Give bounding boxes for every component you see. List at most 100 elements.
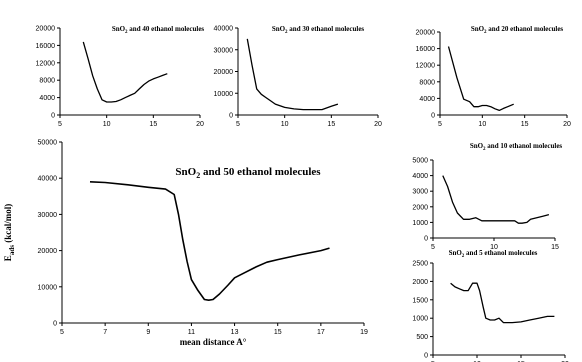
y-tick-label: 0 — [53, 321, 57, 328]
y-tick-label: 20000 — [36, 26, 56, 33]
series-line-0 — [89, 181, 330, 302]
y-tick-label: 16000 — [416, 46, 436, 53]
x-tick-label: 9 — [146, 329, 150, 336]
chart-title-part: and 20 ethanol molecules — [487, 25, 564, 33]
y-tick-label: 12000 — [416, 63, 436, 70]
y-tick-label: 20000 — [214, 69, 234, 76]
x-tick-label: 5 — [438, 121, 442, 128]
x-tick-label: 20 — [563, 121, 571, 128]
y-tick-label: 4000 — [39, 95, 55, 102]
y-axis-label-part: E — [3, 255, 13, 261]
chart-panel-p10: 0 1000 2000 3000 4000 5000 5 10 15 SnO2 and 10 et… — [412, 142, 562, 251]
x-tick-label: 5 — [431, 244, 435, 251]
x-tick-label: 5 — [58, 121, 62, 128]
y-tick-label: 0 — [229, 113, 233, 120]
y-tick-label: 2000 — [412, 279, 428, 286]
chart-panel-p50: 0 10000 20000 30000 40000 50000 5 7 9 11 13 15 17 19 S… — [3, 140, 368, 348]
x-tick-label: 10 — [281, 121, 289, 128]
y-tick-label: 0 — [431, 113, 435, 120]
x-tick-label: 15 — [274, 329, 282, 336]
series-line-0 — [82, 41, 168, 103]
chart-title-part: and 10 ethanol molecules — [486, 142, 563, 150]
y-tick-label: 20000 — [38, 248, 58, 255]
chart-panel-p5: 050010001500200025005101520SnO2 and 5 et… — [412, 249, 569, 362]
y-tick-label: 500 — [416, 334, 428, 341]
x-tick-label: 17 — [317, 329, 325, 336]
chart-title-subscript: 2 — [483, 147, 486, 152]
chart-title: SnO2 and 5 ethanol molecules — [449, 249, 538, 259]
y-tick-label: 3000 — [412, 189, 428, 196]
y-tick-label: 4000 — [412, 173, 428, 180]
y-tick-label: 40000 — [38, 176, 58, 183]
chart-title-subscript: 2 — [196, 171, 200, 180]
chart-panel-p40: 0 4000 8000 12000 16000 20000 5 10 15 20 SnO2 and … — [36, 25, 205, 128]
chart-title-subscript: 2 — [285, 30, 288, 35]
chart-title-part: SnO — [175, 166, 196, 178]
x-tick-label: 10 — [478, 121, 486, 128]
y-tick-label: 40000 — [214, 26, 234, 33]
chart-title-part: SnO — [272, 25, 286, 33]
y-tick-label: 20000 — [416, 30, 436, 37]
x-tick-label: 15 — [551, 244, 559, 251]
chart-title-subscript: 2 — [462, 254, 465, 259]
y-tick-label: 12000 — [36, 60, 56, 67]
y-tick-label: 8000 — [39, 78, 55, 85]
y-tick-label: 1000 — [412, 316, 428, 323]
chart-title-part: SnO — [449, 249, 463, 257]
y-tick-label: 8000 — [419, 79, 435, 86]
chart-title-part: and 40 ethanol molecules — [128, 25, 205, 33]
x-tick-label: 20 — [374, 121, 382, 128]
chart-title-part: SnO — [112, 25, 126, 33]
chart-title-part: SnO — [470, 142, 484, 150]
x-tick-label: 15 — [521, 121, 529, 128]
x-tick-label: 5 — [60, 329, 64, 336]
series-line-0 — [246, 38, 339, 111]
y-tick-label: 2000 — [412, 204, 428, 211]
x-tick-label: 19 — [360, 329, 368, 336]
series-line-0 — [450, 282, 555, 324]
chart-title-part: and 30 ethanol molecules — [288, 25, 365, 33]
x-axis-label: mean distance A° — [180, 337, 247, 347]
y-tick-label: 4000 — [419, 96, 435, 103]
x-tick-label: 7 — [103, 329, 107, 336]
x-tick-label: 10 — [490, 244, 498, 251]
y-axis-label-part: (kcal/mol) — [3, 204, 13, 245]
y-tick-label: 10000 — [38, 284, 58, 291]
x-tick-label: 15 — [149, 121, 157, 128]
y-tick-label: 2500 — [412, 261, 428, 268]
chart-title-part: SnO — [471, 25, 485, 33]
y-tick-label: 30000 — [214, 47, 234, 54]
chart-panel-p30: 0 10000 20000 30000 40000 5 10 15 20 SnO2 and 30 … — [214, 25, 382, 128]
y-tick-label: 0 — [424, 236, 428, 243]
chart-title: SnO2 and 40 ethanol molecules — [112, 25, 205, 35]
y-tick-label: 5000 — [412, 158, 428, 165]
x-tick-label: 15 — [327, 121, 335, 128]
x-tick-label: 10 — [103, 121, 111, 128]
y-axis-label-subscript: ads — [8, 245, 16, 255]
chart-panel-p20: 0 4000 8000 12000 16000 20000 5 10 15 20 SnO2 and … — [416, 25, 571, 128]
y-tick-label: 16000 — [36, 43, 56, 50]
y-tick-label: 50000 — [38, 140, 58, 147]
y-tick-label: 30000 — [38, 212, 58, 219]
chart-title-subscript: 2 — [125, 30, 128, 35]
chart-title-part: and 5 ethanol molecules — [464, 249, 537, 257]
x-tick-label: 20 — [196, 121, 204, 128]
chart-title: SnO2 and 30 ethanol molecules — [272, 25, 365, 35]
series-line-0 — [442, 175, 550, 224]
y-axis-label: Eads (kcal/mol) — [3, 204, 16, 261]
y-tick-label: 1000 — [412, 220, 428, 227]
chart-title: SnO2 and 50 ethanol molecules — [175, 166, 321, 180]
x-tick-label: 5 — [236, 121, 240, 128]
y-tick-label: 0 — [51, 113, 55, 120]
chart-title: SnO2 and 10 ethanol molecules — [470, 142, 563, 152]
series-line-0 — [447, 46, 514, 112]
chart-title: SnO2 and 20 ethanol molecules — [471, 25, 564, 35]
y-tick-label: 10000 — [214, 91, 234, 98]
chart-title-part: and 50 ethanol molecules — [200, 166, 321, 178]
y-tick-label: 1500 — [412, 297, 428, 304]
y-tick-label: 0 — [424, 353, 428, 360]
x-tick-label: 11 — [188, 329, 195, 336]
x-tick-label: 13 — [231, 329, 239, 336]
chart-title-subscript: 2 — [484, 30, 487, 35]
